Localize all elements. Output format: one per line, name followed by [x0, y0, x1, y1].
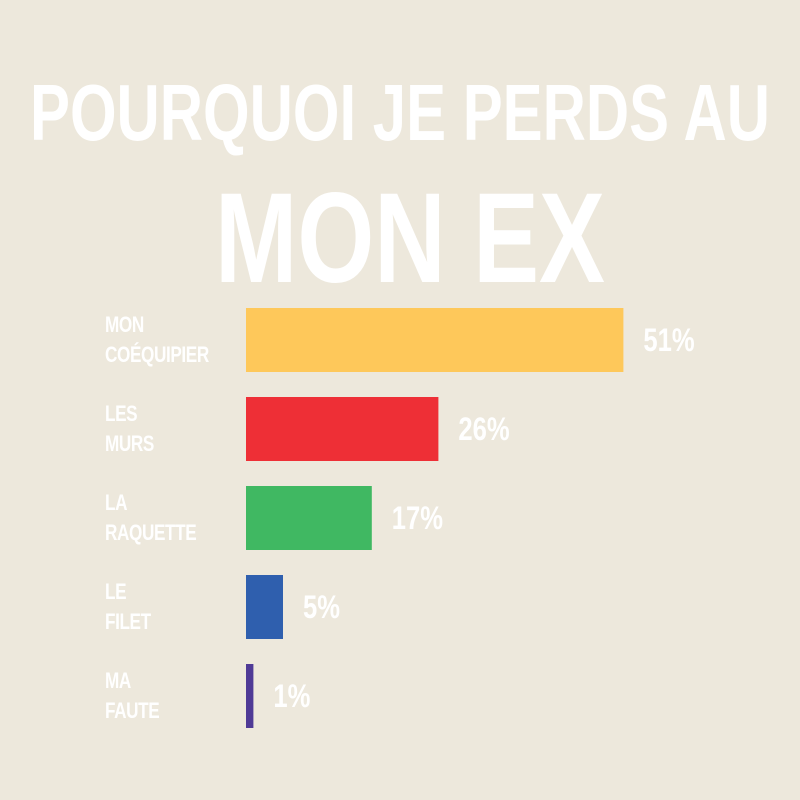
- bar: [246, 664, 254, 728]
- category-label: LE FILET: [105, 579, 151, 634]
- value-label: 1%: [273, 679, 310, 714]
- value-label: 17%: [392, 501, 443, 536]
- value-label: 26%: [458, 412, 509, 447]
- category-label: LES MURS: [105, 401, 154, 456]
- chart-title: POURQUOI JE PERDS AU: [30, 68, 770, 157]
- bar: [246, 486, 372, 550]
- category-label: MON COÉQUIPIER: [105, 312, 209, 367]
- value-label: 5%: [303, 590, 340, 625]
- category-label: MA FAUTE: [105, 668, 160, 723]
- bar: [246, 308, 624, 372]
- chart-subtitle: MON EX: [215, 167, 605, 310]
- bar: [246, 575, 283, 639]
- bar: [246, 397, 439, 461]
- value-label: 51%: [643, 323, 694, 358]
- category-label: LA RAQUETTE: [105, 490, 197, 545]
